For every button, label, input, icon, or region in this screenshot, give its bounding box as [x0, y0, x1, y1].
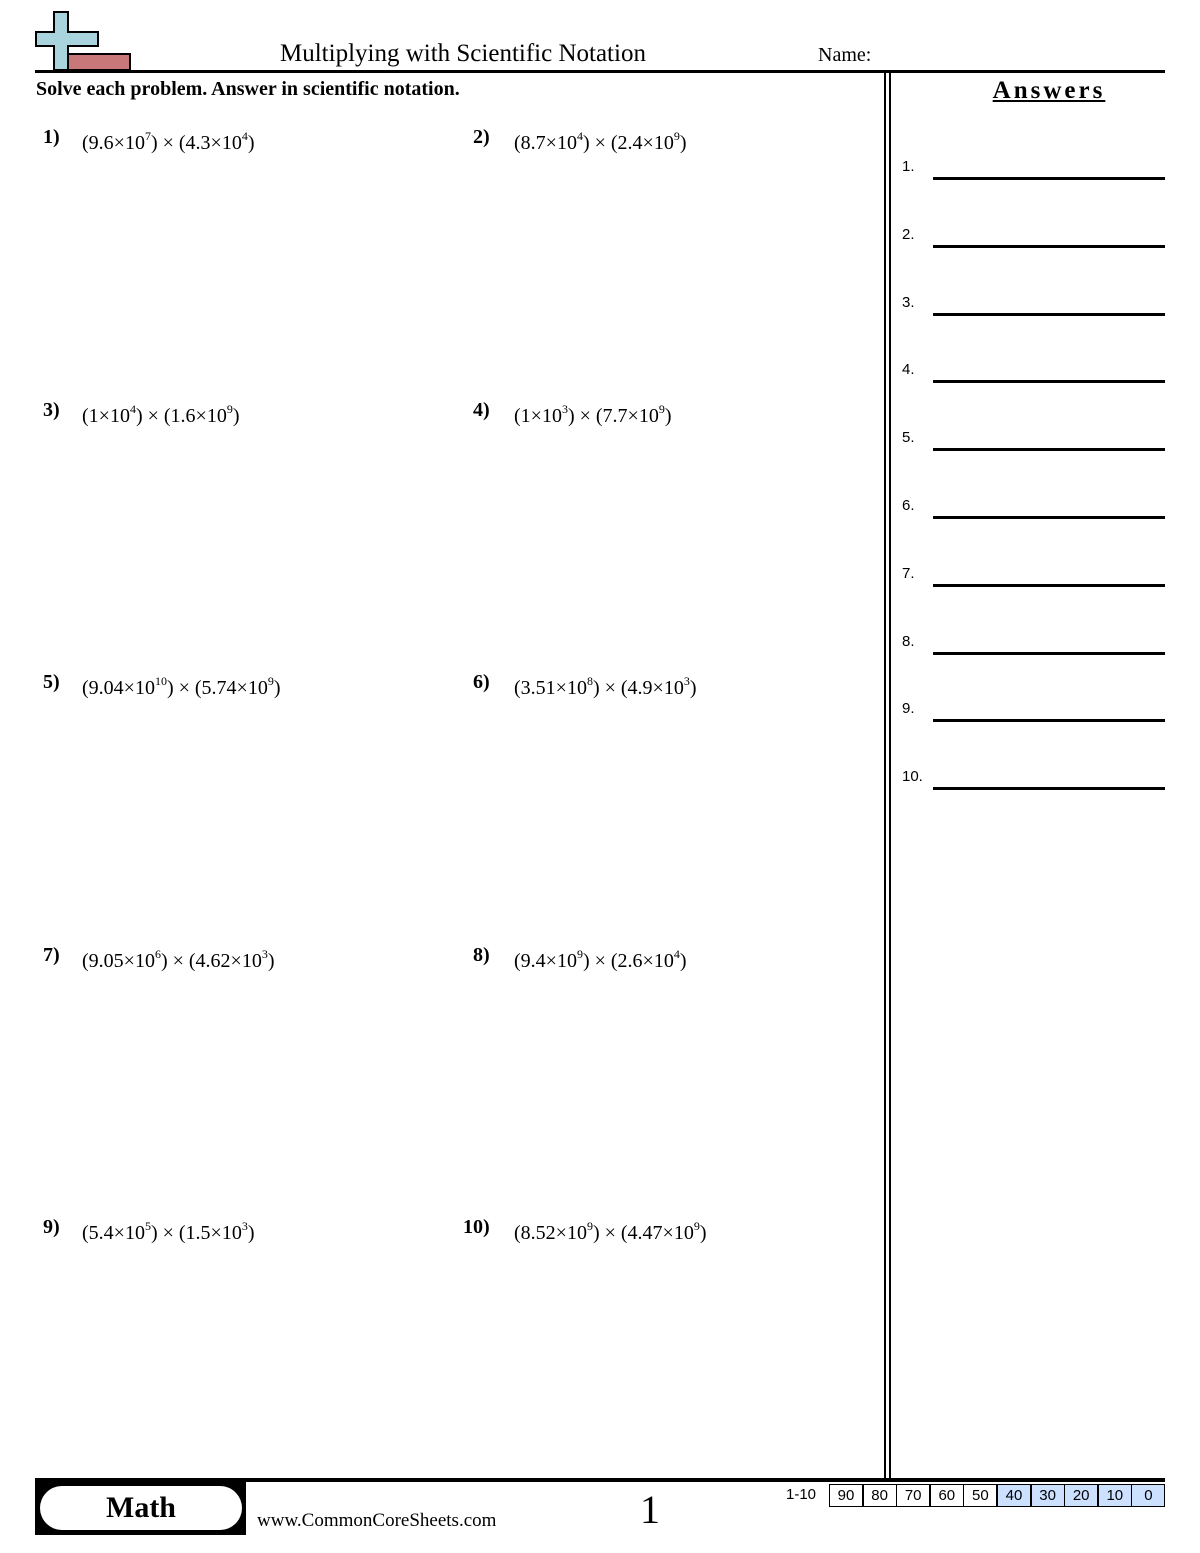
- instructions: Solve each problem. Answer in scientific…: [36, 78, 460, 100]
- score-box: 30: [1030, 1484, 1065, 1507]
- problem-number: 5): [43, 671, 60, 693]
- website-url: www.CommonCoreSheets.com: [257, 1510, 497, 1531]
- problem-number: 1): [43, 126, 60, 148]
- answer-label: 2.: [902, 225, 915, 243]
- problem-number: 6): [473, 671, 490, 693]
- exponent: 3: [683, 674, 690, 688]
- answer-label: 7.: [902, 564, 915, 582]
- exponent: 4: [241, 129, 248, 143]
- score-box: 60: [929, 1484, 964, 1507]
- problem-expression: (9.4×109) × (2.6×104): [514, 946, 687, 972]
- answer-label: 3.: [902, 293, 915, 311]
- exponent: 4: [673, 946, 680, 961]
- problem-expression: (8.52×109) × (4.47×109): [514, 1219, 707, 1244]
- score-box: 0: [1131, 1484, 1166, 1507]
- answer-label: 6.: [902, 497, 915, 514]
- exponent: 9: [576, 946, 583, 961]
- score-box: 90: [829, 1484, 863, 1507]
- problem-expression: (3.51×108) × (4.9×103): [514, 674, 697, 699]
- answer-line[interactable]: [933, 651, 1165, 655]
- answer-line[interactable]: [933, 719, 1165, 723]
- score-range-label: 1-10: [786, 1486, 817, 1503]
- answer-line[interactable]: [933, 583, 1165, 587]
- problem-number: 3): [43, 398, 60, 421]
- answer-line[interactable]: [933, 448, 1165, 452]
- footer-divider: [35, 1478, 1165, 1482]
- exponent: 6: [154, 946, 161, 961]
- problem-expression: (8.7×104) × (2.4×109): [514, 129, 687, 154]
- problem-number: 2): [473, 126, 490, 148]
- exponent: 3: [561, 401, 568, 416]
- page-number: 1: [640, 1487, 660, 1532]
- exponent: 9: [658, 401, 665, 416]
- answer-label: 9.: [902, 700, 915, 718]
- worksheet-title: Multiplying with Scientific Notation: [280, 40, 646, 67]
- problem-number: 7): [43, 943, 60, 966]
- exponent: 7: [144, 129, 151, 143]
- exponent: 3: [261, 946, 268, 961]
- answer-column-divider: [884, 73, 886, 1481]
- answer-label: 8.: [902, 632, 915, 650]
- answers-title: Answers: [992, 77, 1106, 104]
- exponent: 4: [129, 401, 136, 416]
- subject-label: Math: [40, 1486, 242, 1530]
- answer-line[interactable]: [933, 312, 1165, 316]
- exponent: 9: [586, 1219, 593, 1233]
- score-box: 20: [1064, 1484, 1099, 1507]
- score-box: 50: [963, 1484, 998, 1507]
- exponent: 3: [241, 1219, 248, 1233]
- answer-line[interactable]: [933, 177, 1165, 180]
- answer-column-divider: [889, 73, 891, 1481]
- exponent: 8: [586, 674, 593, 688]
- name-label: Name:: [818, 44, 872, 66]
- score-box: 70: [896, 1484, 931, 1507]
- plus-sign-logo-icon: [35, 11, 131, 71]
- exponent: 9: [693, 1219, 700, 1233]
- score-box: 80: [862, 1484, 897, 1507]
- score-box: 40: [997, 1484, 1031, 1507]
- problem-expression: (9.6×107) × (4.3×104): [82, 129, 255, 154]
- problem-number: 9): [43, 1216, 60, 1238]
- score-box: 10: [1097, 1484, 1132, 1507]
- answer-line[interactable]: [933, 787, 1165, 791]
- answer-label: 1.: [902, 158, 915, 175]
- problem-expression: (9.04×1010) × (5.74×109): [82, 674, 281, 699]
- problem-expression: (1×103) × (7.7×109): [514, 401, 672, 427]
- exponent: 10: [154, 674, 167, 688]
- exponent: 9: [673, 129, 680, 143]
- exponent: 9: [267, 674, 274, 688]
- answer-line[interactable]: [933, 380, 1165, 384]
- problem-number: 8): [473, 943, 490, 966]
- problem-expression: (5.4×105) × (1.5×103): [82, 1219, 255, 1244]
- problem-number: 10): [463, 1216, 490, 1238]
- answer-label: 4.: [902, 361, 915, 379]
- exponent: 4: [576, 129, 583, 143]
- exponent: 5: [144, 1219, 151, 1233]
- problem-expression: (1×104) × (1.6×109): [82, 401, 240, 427]
- header-divider: [35, 70, 1165, 73]
- problem-number: 4): [473, 398, 490, 421]
- answer-label: 10.: [902, 768, 923, 786]
- answer-line[interactable]: [933, 244, 1165, 248]
- exponent: 9: [226, 401, 233, 416]
- problem-expression: (9.05×106) × (4.62×103): [82, 946, 275, 972]
- answer-line[interactable]: [933, 516, 1165, 519]
- answer-label: 5.: [902, 429, 915, 447]
